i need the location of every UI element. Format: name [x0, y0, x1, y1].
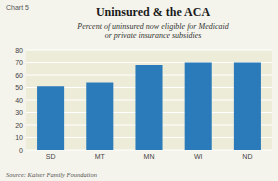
x-tick-label: SD: [46, 153, 56, 160]
y-tick-label: 0: [19, 147, 23, 154]
chart-label: Chart 5: [6, 4, 29, 11]
bar: [234, 63, 261, 151]
y-tick-label: 80: [15, 47, 23, 54]
x-tick-label: MN: [144, 153, 155, 160]
plot-area: [26, 50, 272, 150]
x-tick-label: MT: [95, 153, 106, 160]
subtitle: Percent of uninsured now eligible for Me…: [76, 22, 229, 40]
y-tick-label: 50: [15, 84, 23, 91]
y-tick-label: 30: [15, 109, 23, 116]
y-tick-label: 60: [15, 72, 23, 79]
y-tick-label: 10: [15, 134, 23, 141]
subtitle-line: or private insurance subsidies: [105, 31, 202, 40]
chart: Chart 5 Uninsured & the ACA Percent of uni…: [0, 0, 278, 181]
bar: [86, 83, 113, 151]
y-tick-label: 20: [15, 122, 23, 129]
source: Source: Kaiser Family Foundation: [6, 171, 97, 178]
bar: [185, 63, 212, 151]
subtitle-line: Percent of uninsured now eligible for Me…: [76, 22, 229, 31]
background: [0, 0, 278, 181]
bar: [135, 65, 162, 150]
title: Uninsured & the ACA: [96, 5, 210, 19]
x-tick-label: WI: [194, 153, 203, 160]
x-tick-label: ND: [242, 153, 252, 160]
bars: [37, 63, 261, 151]
grid-line: [26, 50, 272, 51]
y-tick-label: 40: [15, 97, 23, 104]
y-tick-label: 70: [15, 59, 23, 66]
bar: [37, 86, 64, 150]
